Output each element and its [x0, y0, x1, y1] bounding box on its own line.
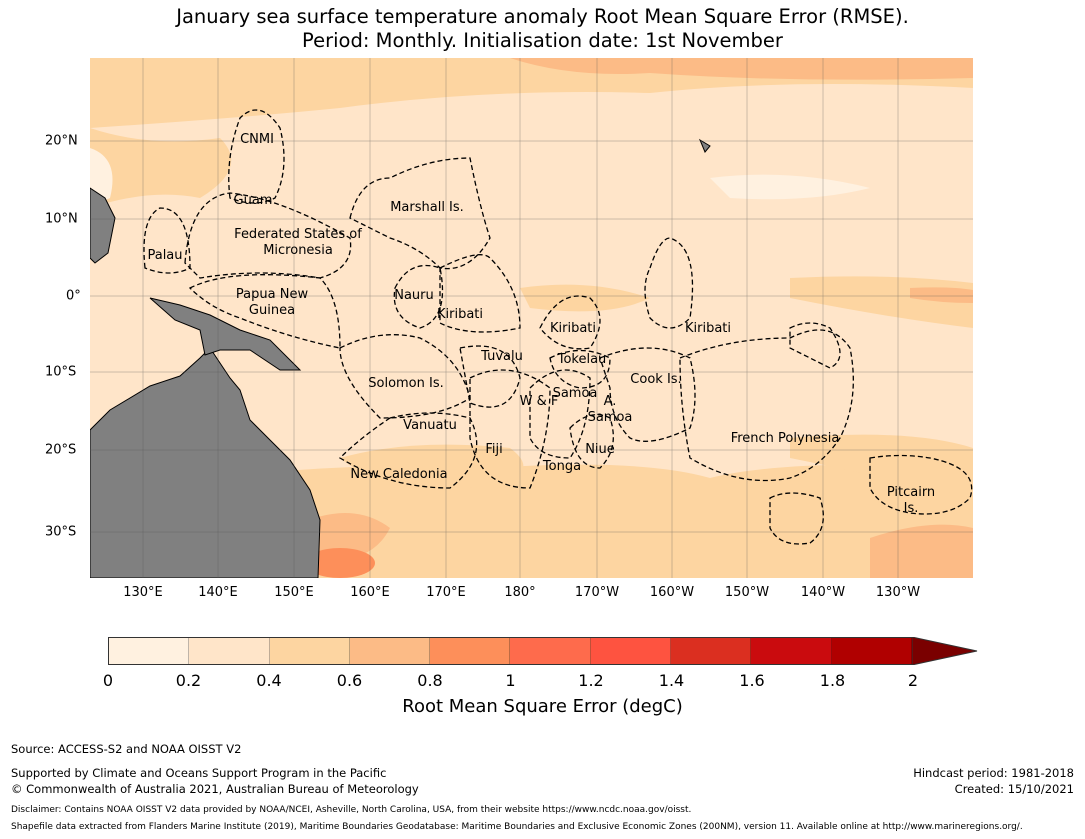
lat-tick: 10°S: [45, 364, 77, 380]
lon-tick: 130°E: [123, 585, 163, 600]
copyright-text: © Commonwealth of Australia 2021, Austra…: [11, 782, 419, 796]
title-line-2: Period: Monthly. Initialisation date: 1s…: [302, 29, 783, 52]
lon-tick: 150°E: [274, 585, 314, 600]
source-text: Source: ACCESS-S2 and NOAA OISST V2: [11, 742, 242, 756]
colorbar-tick-label: 0.4: [256, 671, 282, 690]
new-guinea: [149, 297, 302, 371]
lon-tick: 160°W: [649, 585, 695, 600]
lon-tick: 150°W: [724, 585, 770, 600]
label-kiribati-west: Kiribati: [436, 307, 484, 322]
colorbar-segment: [189, 638, 270, 664]
lat-tick: 20°N: [45, 133, 78, 149]
label-tokelau: Tokelau: [557, 352, 607, 367]
rmse-high: [290, 58, 973, 578]
land: [90, 138, 711, 578]
label-micronesia: Federated States of Micronesia: [234, 227, 362, 258]
label-tuvalu: Tuvalu: [481, 349, 523, 364]
label-palau: Palau: [147, 248, 183, 263]
colorbar-tick-label: 1.6: [739, 671, 765, 690]
map-panel: CNMI Guam Marshall Is. Federated States …: [90, 58, 973, 578]
label-marshall-is: Marshall Is.: [390, 200, 464, 215]
colorbar-segment: [430, 638, 511, 664]
colorbar: [108, 637, 913, 665]
colorbar-tick-label: 0.8: [417, 671, 443, 690]
australia: [90, 347, 321, 578]
lon-tick: 160°E: [350, 585, 390, 600]
title-line-1: January sea surface temperature anomaly …: [176, 5, 909, 28]
colorbar-segment: [590, 638, 672, 664]
colorbar-segment: [831, 638, 912, 664]
lat-tick: 0°: [66, 288, 81, 304]
support-text: Supported by Climate and Oceans Support …: [11, 766, 387, 780]
colorbar-tick-label: 2: [907, 671, 919, 690]
colorbar-segment: [349, 638, 431, 664]
colorbar-segment: [269, 638, 350, 664]
philippines: [90, 187, 116, 264]
label-fiji: Fiji: [485, 442, 503, 457]
colorbar-tick-label: 1.8: [819, 671, 846, 690]
lat-tick: 30°S: [45, 524, 77, 540]
colorbar-tick-label: 0: [102, 671, 114, 690]
eez-boundaries: [143, 109, 973, 545]
lon-tick: 130°W: [875, 585, 921, 600]
colorbar-extend-arrow: [912, 637, 978, 665]
label-niue: Niue: [585, 442, 615, 457]
label-new-caledonia: New Caledonia: [350, 467, 448, 482]
label-nauru: Nauru: [394, 288, 434, 303]
label-solomon-is: Solomon Is.: [368, 376, 444, 391]
colorbar-tick-label: 1.4: [658, 671, 685, 690]
lon-tick: 140°W: [800, 585, 846, 600]
label-cnmi: CNMI: [240, 132, 274, 147]
colorbar-segment: [109, 638, 190, 664]
label-guam: Guam: [233, 193, 273, 208]
colorbar-tick-label: 1: [505, 671, 516, 690]
label-png: Papua New Guinea: [235, 287, 309, 318]
rmse-map: [90, 58, 973, 578]
colorbar-tick-label: 0.2: [175, 671, 202, 690]
label-tonga: Tonga: [542, 459, 582, 474]
label-kiribati-east: Kiribati: [684, 321, 732, 336]
colorbar-segment: [751, 638, 832, 664]
colorbar-label: Root Mean Square Error (degC): [402, 696, 683, 717]
label-wallis-futuna: W & F: [519, 394, 559, 409]
colorbar-tick-label: 1.2: [578, 671, 604, 690]
chart-title: January sea surface temperature anomaly …: [0, 5, 1085, 53]
label-samoa: Samoa: [552, 386, 598, 401]
lat-tick: 20°S: [45, 442, 77, 458]
label-vanuatu: Vanuatu: [403, 418, 457, 433]
label-kiribati-central: Kiribati: [549, 321, 597, 336]
lat-tick: 10°N: [45, 211, 78, 227]
lon-tick: 170°E: [426, 585, 466, 600]
label-american-samoa: A. Samoa: [587, 394, 633, 425]
colorbar-tick-label: 0.6: [336, 671, 363, 690]
created-date: Created: 15/10/2021: [954, 782, 1074, 796]
hindcast-period: Hindcast period: 1981-2018: [913, 766, 1074, 780]
label-french-polynesia: French Polynesia: [730, 431, 840, 446]
shapefile-credit: Shapefile data extracted from Flanders M…: [11, 822, 1023, 832]
label-pitcairn-is: Pitcairn Is.: [886, 485, 936, 516]
colorbar-segment: [671, 638, 752, 664]
lon-tick: 180°: [504, 585, 536, 600]
colorbar-segment: [510, 638, 591, 664]
disclaimer-text: Disclaimer: Contains NOAA OISST V2 data …: [11, 805, 692, 815]
label-cook-is: Cook Is.: [630, 372, 682, 387]
lon-tick: 170°W: [574, 585, 620, 600]
hawaii: [698, 138, 711, 153]
lon-tick: 140°E: [198, 585, 238, 600]
